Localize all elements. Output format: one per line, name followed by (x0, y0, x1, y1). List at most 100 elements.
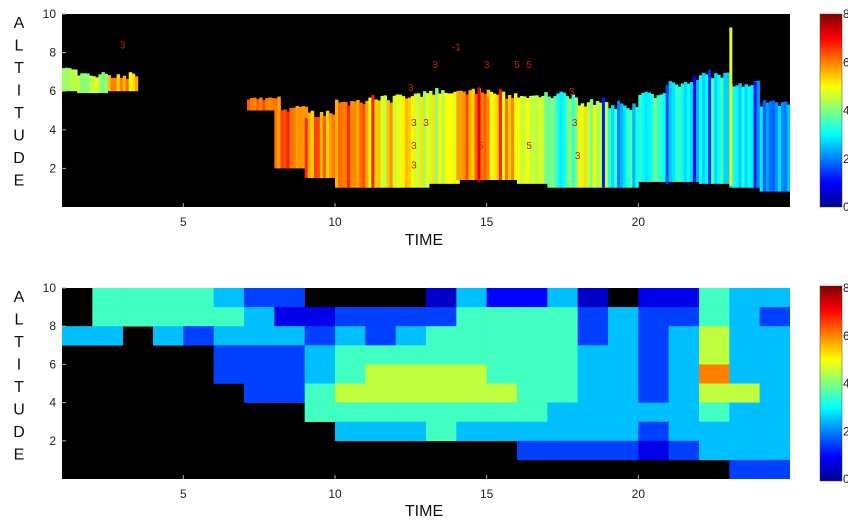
heatmap-cell (723, 72, 727, 184)
heatmap-cell (595, 101, 600, 188)
heatmap-cell (517, 421, 548, 442)
heatmap-spike (753, 81, 757, 188)
heatmap-cell (335, 326, 366, 346)
heatmap-cell (383, 95, 387, 188)
heatmap-cell (486, 402, 518, 422)
heatmap-cell (699, 402, 730, 422)
heatmap-cell (116, 74, 121, 92)
heatmap-cell (395, 345, 427, 365)
heatmap-cell (110, 77, 114, 92)
heatmap-cell (580, 103, 585, 188)
heatmap-cell (307, 112, 312, 179)
heatmap-cell (680, 83, 685, 182)
heatmap-cell (304, 118, 309, 179)
heatmap-cell (714, 73, 718, 184)
heatmap-cell (523, 96, 527, 184)
heatmap-cell (468, 90, 472, 180)
heatmap-cell (777, 105, 782, 192)
heatmap-cell (395, 94, 400, 188)
colorbar-tick-label: 8 (843, 7, 848, 21)
heatmap-cell (568, 98, 572, 188)
heatmap-cell (395, 326, 427, 346)
heatmap-cell (113, 77, 117, 92)
bottom-colorbar-ticks: 0 2 4 6 8 (843, 281, 848, 486)
heatmap-cell (577, 288, 609, 308)
heatmap-spike (601, 96, 605, 188)
heatmap-spike (665, 85, 669, 184)
heatmap-cell (783, 101, 788, 192)
heatmap-cell (62, 326, 93, 346)
heatmap-cell (486, 326, 518, 346)
heatmap-cell (547, 440, 578, 461)
heatmap-cell (729, 459, 760, 479)
heatmap-cell (520, 96, 524, 184)
contour-label: 3 (411, 118, 417, 129)
heatmap-cell (547, 345, 578, 365)
heatmap-cell (456, 326, 487, 346)
heatmap-cell (244, 326, 275, 346)
heatmap-cell (635, 107, 639, 188)
heatmap-cell (365, 402, 396, 422)
y-tick-label: 2 (49, 434, 56, 448)
heatmap-cell (131, 73, 136, 92)
heatmap-cell (611, 105, 615, 188)
heatmap-cell (365, 364, 396, 384)
heatmap-cell (547, 383, 578, 403)
heatmap-cell (729, 326, 760, 346)
heatmap-cell (125, 78, 130, 92)
heatmap-cell (398, 94, 403, 188)
heatmap-cell (653, 98, 657, 182)
heatmap-cell (608, 326, 639, 346)
heatmap-cell (289, 107, 293, 169)
heatmap-cell (759, 307, 790, 327)
heatmap-cell (456, 288, 487, 308)
heatmap-cell (438, 93, 442, 184)
heatmap-cell (556, 93, 560, 188)
heatmap-cell (577, 307, 609, 327)
heatmap-cell (565, 96, 569, 188)
heatmap-cell (407, 97, 412, 188)
heatmap-cell (574, 97, 579, 188)
heatmap-cell (301, 106, 306, 169)
heatmap-cell (592, 104, 597, 188)
heatmap-cell (319, 111, 324, 179)
heatmap-cell (153, 307, 184, 327)
heatmap-cell (507, 95, 512, 180)
heatmap-cell (544, 92, 548, 184)
heatmap-cell (638, 307, 669, 327)
bottom-y-ticks: 2 4 6 8 10 (43, 281, 66, 448)
heatmap-cell (56, 72, 59, 91)
heatmap-cell (668, 326, 700, 346)
heatmap-cell (456, 307, 487, 327)
heatmap-cell (295, 106, 299, 169)
heatmap-cell (759, 288, 790, 308)
heatmap-cell (699, 383, 730, 403)
heatmap-cell (759, 421, 790, 442)
heatmap-cell (759, 440, 790, 461)
heatmap-cell (310, 110, 315, 179)
heatmap-cell (247, 99, 251, 111)
heatmap-cell (629, 110, 633, 188)
heatmap-cell (729, 307, 760, 327)
heatmap-cell (101, 72, 105, 94)
heatmap-cell (705, 74, 709, 184)
y-tick-label: 10 (43, 281, 57, 295)
y-tick-label: 6 (49, 84, 56, 98)
heatmap-cell (359, 102, 363, 188)
contour-label: 5 (526, 60, 532, 71)
heatmap-cell (68, 68, 72, 92)
heatmap-cell (426, 93, 430, 184)
heatmap-cell (92, 288, 123, 308)
heatmap-cell (762, 100, 767, 192)
heatmap-cell (98, 74, 102, 94)
heatmap-cell (735, 85, 739, 188)
heatmap-cell (107, 75, 111, 92)
heatmap-cell (638, 94, 642, 182)
y-tick-label: 8 (49, 46, 56, 60)
heatmap-cell (313, 117, 318, 179)
heatmap-cell (517, 98, 521, 184)
heatmap-cell (720, 77, 724, 184)
heatmap-cell (395, 383, 427, 403)
